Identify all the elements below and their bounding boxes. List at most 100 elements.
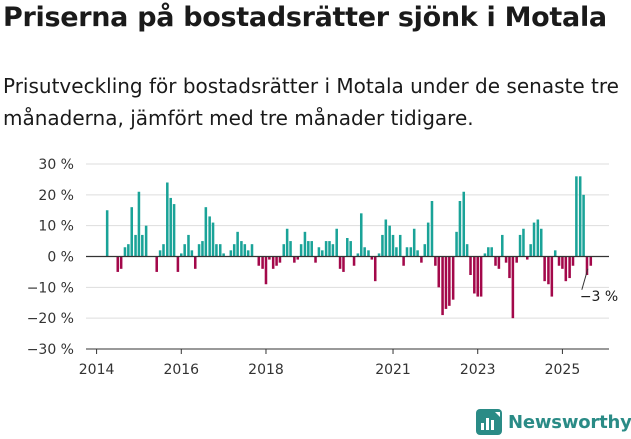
y-tick-label: 30 %	[38, 157, 74, 173]
bar	[261, 256, 264, 269]
bar	[293, 256, 296, 263]
chart-subtitle: Prisutveckling för bostadsrätter i Motal…	[3, 74, 619, 130]
bar	[282, 244, 286, 257]
bar	[105, 210, 109, 257]
bar	[243, 244, 247, 257]
bar	[328, 241, 331, 257]
brand-logo[interactable]: Newsworthy	[476, 408, 631, 436]
annotations: −3 %	[580, 268, 618, 305]
x-tick-label: 2025	[545, 362, 581, 378]
bars	[105, 176, 593, 319]
bar	[338, 256, 342, 269]
bar	[144, 225, 148, 257]
bar	[169, 197, 172, 257]
bar	[487, 247, 490, 257]
bar	[465, 244, 469, 257]
bar	[437, 256, 441, 288]
bar	[116, 256, 120, 272]
bar	[589, 256, 593, 266]
bar	[232, 244, 236, 257]
bar	[289, 241, 292, 257]
bar	[395, 247, 398, 257]
bar	[391, 234, 395, 257]
bar	[526, 256, 529, 260]
bar	[204, 207, 208, 257]
bar	[448, 256, 451, 306]
bar	[119, 256, 123, 269]
bar	[331, 244, 335, 257]
bar	[564, 256, 568, 282]
bar	[381, 234, 384, 257]
bar	[176, 256, 180, 272]
bar	[490, 247, 493, 257]
bar	[240, 241, 243, 257]
bar	[377, 253, 381, 257]
bar	[162, 244, 165, 257]
bar	[134, 234, 137, 257]
bar	[211, 222, 215, 257]
bar	[373, 256, 377, 282]
x-tick-label: 2021	[375, 362, 411, 378]
annotation-pointer	[581, 268, 589, 290]
bar	[246, 250, 250, 257]
bar	[398, 234, 402, 257]
bar	[515, 256, 518, 263]
bar	[250, 244, 254, 257]
bar	[166, 182, 169, 257]
bar	[469, 256, 472, 275]
bar	[405, 247, 409, 257]
bar	[553, 250, 557, 257]
newsworthy-icon	[476, 409, 502, 435]
x-tick-label: 2023	[460, 362, 496, 378]
bar	[335, 228, 338, 257]
bar	[455, 231, 458, 257]
bar	[479, 256, 483, 297]
bar	[550, 256, 554, 297]
y-tick-label: 20 %	[38, 188, 74, 204]
bar	[229, 250, 233, 257]
bar	[451, 256, 455, 300]
bar	[363, 247, 366, 257]
chart-title: Priserna på bostadsrätter sjönk i Motala	[3, 2, 607, 33]
bar	[575, 176, 578, 257]
bar	[585, 256, 589, 275]
bar	[568, 256, 571, 279]
bar	[511, 256, 515, 319]
bar	[158, 250, 162, 257]
y-tick-label: 10 %	[38, 219, 74, 235]
bar	[497, 256, 501, 269]
bar	[561, 256, 564, 269]
bar	[187, 234, 190, 257]
bar	[127, 244, 130, 257]
bar	[324, 241, 328, 257]
bar	[409, 247, 413, 257]
y-tick-label: 0 %	[47, 250, 74, 266]
bar	[444, 256, 448, 309]
bar	[201, 241, 204, 257]
bar	[539, 228, 543, 257]
bar	[299, 244, 303, 257]
bar	[296, 256, 300, 260]
brand-name: Newsworthy	[508, 411, 631, 433]
bar	[473, 256, 476, 294]
bar	[434, 256, 437, 266]
bar	[547, 256, 550, 285]
bar	[504, 256, 508, 263]
bar	[430, 201, 434, 257]
y-tick-label: −20 %	[27, 311, 74, 327]
bar	[218, 244, 222, 257]
x-tick-label: 2014	[79, 362, 115, 378]
bar	[257, 256, 261, 266]
bar	[346, 238, 349, 257]
bar	[522, 228, 525, 257]
bar	[275, 256, 278, 266]
bar	[193, 256, 197, 269]
bar	[303, 231, 307, 257]
bar	[342, 256, 345, 272]
bar	[359, 213, 363, 257]
bar	[543, 256, 546, 282]
bar	[426, 222, 430, 257]
bar	[571, 256, 575, 266]
bar	[501, 234, 504, 257]
bar	[352, 256, 356, 266]
